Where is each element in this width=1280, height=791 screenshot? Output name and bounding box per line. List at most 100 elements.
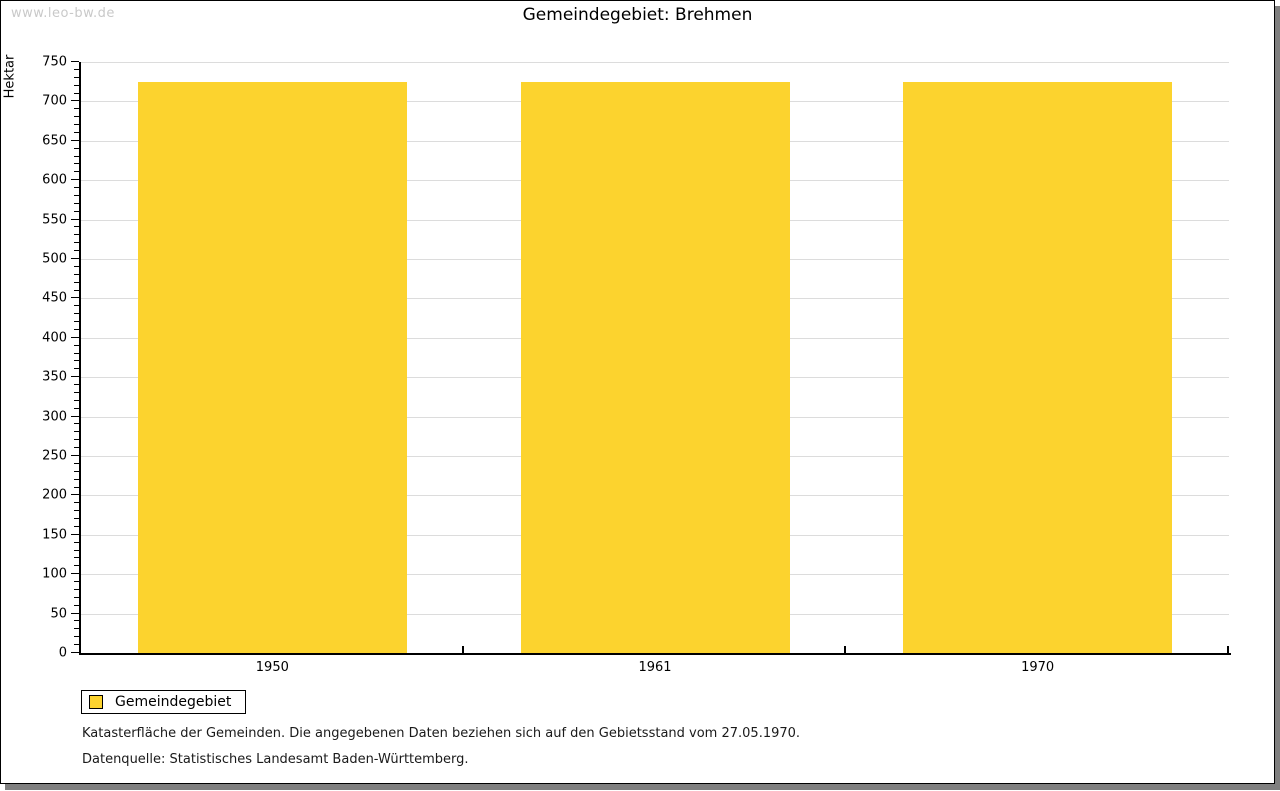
y-axis-minor-tick [74, 124, 79, 126]
y-axis-tick [71, 100, 79, 102]
bar-1950 [137, 81, 407, 653]
y-axis-minor-tick [74, 234, 79, 236]
y-axis-minor-tick [74, 518, 79, 520]
y-axis-minor-tick [74, 510, 79, 512]
y-axis-minor-tick [74, 163, 79, 165]
y-axis-minor-tick [74, 565, 79, 567]
y-axis-tick [71, 376, 79, 378]
y-axis-minor-tick [74, 620, 79, 622]
x-axis-tick-label: 1970 [1021, 660, 1055, 675]
y-axis-tick [71, 573, 79, 575]
y-axis-minor-tick [74, 289, 79, 291]
bar-1961 [520, 81, 790, 653]
y-axis-tick [71, 415, 79, 417]
y-axis-minor-tick [74, 305, 79, 307]
footnote-description: Katasterfläche der Gemeinden. Die angege… [82, 726, 801, 741]
y-axis-minor-tick [74, 344, 79, 346]
legend-swatch-icon [89, 695, 103, 709]
y-axis-minor-tick [74, 486, 79, 488]
y-axis-minor-tick [74, 557, 79, 559]
y-axis-minor-tick [74, 368, 79, 370]
chart-title: Gemeindegebiet: Brehmen [522, 5, 753, 25]
y-axis-minor-tick [74, 281, 79, 283]
y-axis-minor-tick [74, 250, 79, 252]
y-axis-tick-label: 150 [42, 527, 67, 543]
y-axis-minor-tick [74, 313, 79, 315]
y-axis-minor-tick [74, 636, 79, 638]
y-axis-minor-tick [74, 187, 79, 189]
y-axis-minor-tick [74, 391, 79, 393]
y-axis-minor-tick [74, 644, 79, 646]
y-axis-tick-label: 750 [42, 54, 67, 70]
x-axis-tick [1227, 646, 1229, 653]
y-axis-tick-label: 550 [42, 212, 67, 228]
y-axis-minor-tick [74, 242, 79, 244]
y-axis-tick-label: 100 [42, 566, 67, 582]
y-axis-tick [71, 612, 79, 614]
y-axis-tick [71, 652, 79, 653]
y-axis-tick [71, 336, 79, 338]
y-axis-minor-tick [74, 462, 79, 464]
y-axis-tick [71, 218, 79, 220]
y-axis-tick-label: 300 [42, 409, 67, 425]
y-axis-minor-tick [74, 549, 79, 551]
y-axis-tick-label: 600 [42, 172, 67, 188]
y-axis-minor-tick [74, 273, 79, 275]
plot-area: 0 50 100 150 200 250 300 350 400 450 500 550 600 650 7… [42, 55, 1231, 675]
y-axis-minor-tick [74, 581, 79, 583]
y-axis-minor-tick [74, 265, 79, 267]
y-axis-tick-label: 650 [42, 133, 67, 149]
y-axis-tick-label: 400 [42, 330, 67, 346]
y-axis-tick-label: 450 [42, 290, 67, 306]
y-axis-minor-tick [74, 352, 79, 354]
y-axis-minor-tick [74, 108, 79, 110]
y-axis-minor-tick [74, 628, 79, 630]
y-axis-minor-tick [74, 76, 79, 78]
y-axis-minor-tick [74, 525, 79, 527]
y-axis-tick-label: 500 [42, 251, 67, 267]
y-axis-minor-tick [74, 171, 79, 173]
y-axis-tick [71, 494, 79, 496]
y-axis-minor-tick [74, 226, 79, 228]
y-axis-minor-tick [74, 541, 79, 543]
y-axis-tick-label: 50 [50, 606, 67, 622]
y-axis-minor-tick [74, 588, 79, 590]
y-axis-tick [71, 297, 79, 299]
y-axis-minor-tick [74, 431, 79, 433]
y-axis-label: Hektar [2, 54, 18, 99]
y-axis-tick [71, 61, 79, 62]
y-axis-minor-tick [74, 321, 79, 323]
x-axis-tick [461, 646, 464, 653]
y-axis-tick [71, 139, 79, 141]
y-axis-minor-tick [74, 604, 79, 606]
y-axis-minor-tick [74, 84, 79, 86]
x-axis-tick [844, 646, 847, 653]
y-axis-tick-label: 250 [42, 448, 67, 464]
y-axis-minor-tick [74, 423, 79, 425]
y-axis-minor-tick [74, 360, 79, 362]
bar-1970 [903, 81, 1173, 653]
y-axis-minor-tick [74, 407, 79, 409]
y-axis-minor-tick [74, 399, 79, 401]
y-axis-minor-tick [74, 596, 79, 598]
y-axis-minor-tick [74, 478, 79, 480]
y-axis-minor-tick [74, 147, 79, 149]
y-axis-minor-tick [74, 155, 79, 157]
y-axis-tick-label: 350 [42, 369, 67, 385]
y-axis-tick [71, 455, 79, 456]
x-axis-tick-label: 1950 [255, 660, 289, 675]
legend: Gemeindegebiet [81, 690, 247, 714]
y-axis-minor-tick [74, 92, 79, 94]
y-axis-minor-tick [74, 202, 79, 204]
gridline [81, 62, 1229, 63]
y-axis-minor-tick [74, 384, 79, 386]
y-axis-minor-tick [74, 210, 79, 212]
legend-label: Gemeindegebiet [115, 694, 232, 710]
y-axis-minor-tick [74, 194, 79, 196]
y-axis-tick-label: 0 [58, 645, 67, 661]
y-axis-tick [71, 258, 79, 259]
y-axis-minor-tick [74, 470, 79, 472]
y-axis-minor-tick [74, 328, 79, 330]
y-axis-tick [71, 533, 79, 535]
